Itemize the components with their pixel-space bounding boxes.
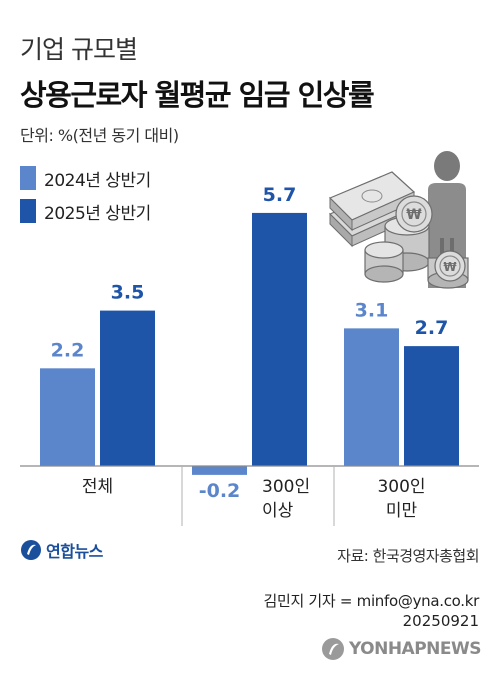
- chart-title: 상용근로자 월평균 임금 인상률: [20, 78, 375, 112]
- yonhap-logo-icon: [21, 540, 41, 560]
- category-label-2-0: 300인: [377, 477, 425, 497]
- legend-item-2024: 2024년 상반기: [20, 166, 151, 191]
- legend-swatch-2024: [20, 166, 36, 190]
- logo-text: 연합뉴스: [46, 542, 103, 561]
- reporter-credit: 김민지 기자 = minfo@yna.co.kr: [263, 592, 479, 610]
- chart-subtitle: 기업 규모별: [20, 35, 138, 64]
- agency-text: YONHAPNEWS: [348, 639, 482, 659]
- money-stack-coins-person-icon: ₩ ₩: [328, 151, 469, 289]
- yonhap-logo: 연합뉴스: [20, 538, 103, 562]
- svg-text:₩: ₩: [406, 207, 422, 223]
- value-label-0-0: 2.2: [51, 339, 85, 361]
- value-label-0-1: -0.2: [199, 480, 241, 502]
- legend-item-2025: 2025년 상반기: [20, 199, 151, 224]
- category-label-1-0: 300인: [262, 477, 310, 497]
- bar-0-2: [344, 328, 399, 466]
- legend-swatch-2025: [20, 199, 36, 223]
- bar-1-1: [252, 212, 307, 466]
- bar-1-0: [100, 310, 155, 466]
- category-dividers: [181, 466, 335, 526]
- category-label-1-1: 이상: [262, 501, 294, 521]
- source-label: 자료: 한국경영자총협회: [337, 547, 479, 565]
- publish-date: 20250921: [402, 612, 479, 630]
- value-label-0-2: 3.1: [355, 299, 389, 321]
- agency-watermark: YONHAPNEWS: [321, 637, 482, 661]
- bars-group: [40, 212, 459, 475]
- legend-label-2025: 2025년 상반기: [44, 203, 151, 224]
- unit-label: 단위: %(전년 동기 대비): [20, 126, 179, 145]
- value-label-1-2: 2.7: [415, 317, 449, 339]
- bar-1-2: [404, 346, 459, 466]
- category-label-2-1: 미만: [386, 501, 418, 521]
- value-labels-group: 2.2 -0.2 3.1 3.5 5.7 2.7: [51, 184, 449, 502]
- agency-logo-icon: [321, 638, 344, 660]
- legend-label-2024: 2024년 상반기: [44, 170, 151, 191]
- bar-0-0: [40, 368, 95, 466]
- bar-0-1: [192, 466, 247, 475]
- value-label-1-0: 3.5: [111, 282, 145, 304]
- category-label-0-0: 전체: [82, 477, 113, 497]
- svg-text:₩: ₩: [443, 260, 457, 274]
- value-label-1-1: 5.7: [263, 184, 297, 206]
